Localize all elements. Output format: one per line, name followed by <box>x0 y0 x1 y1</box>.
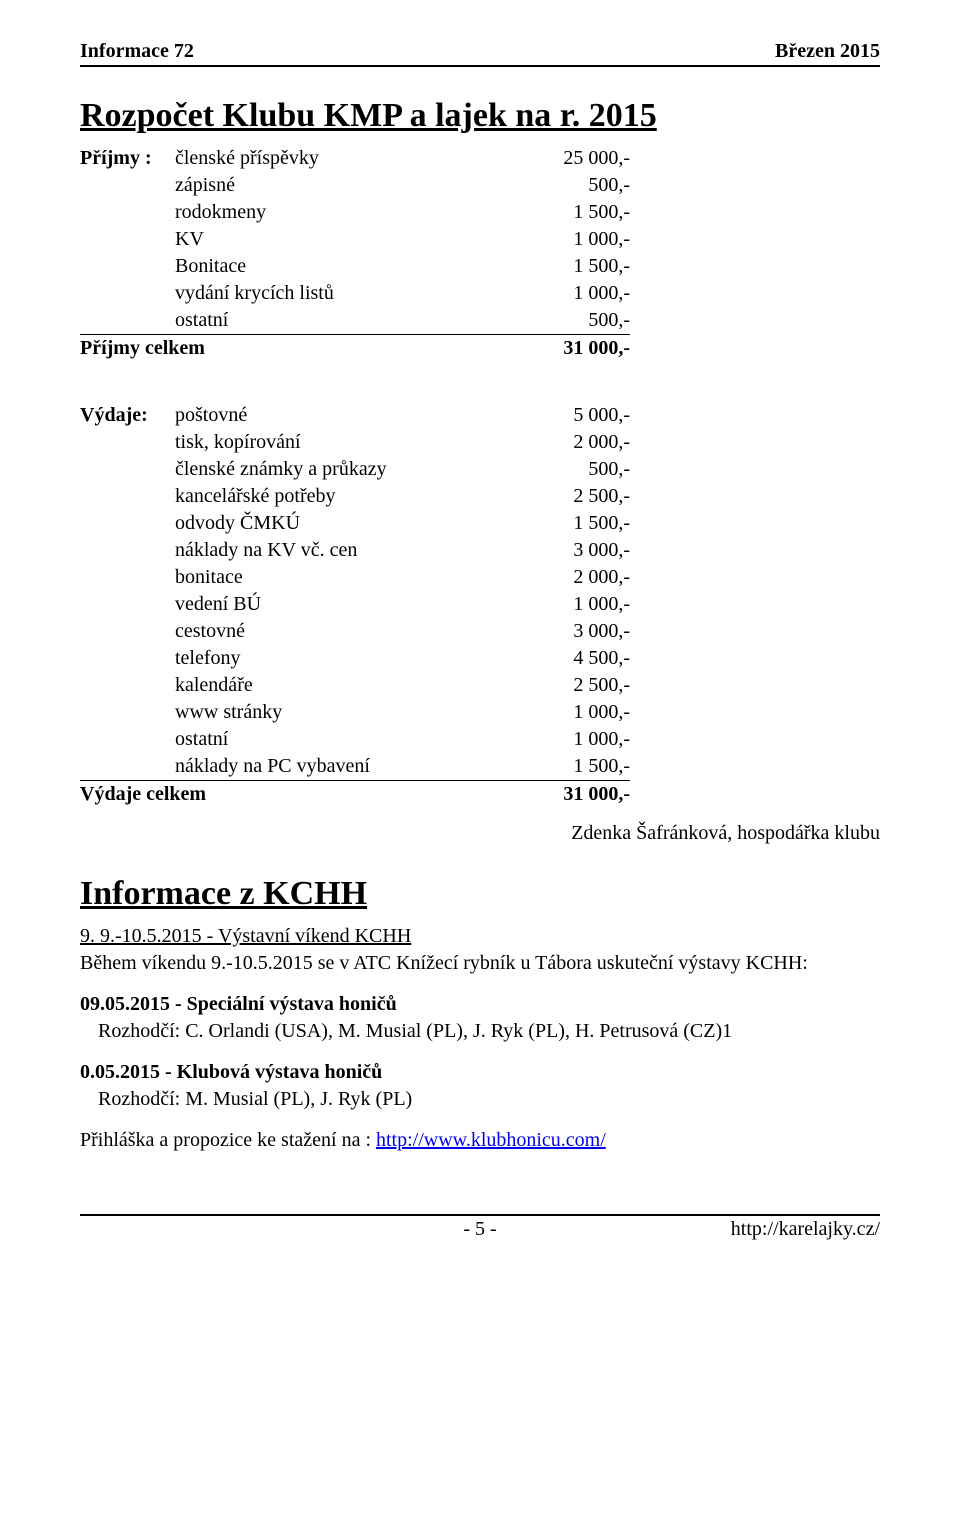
expenses-row-label: odvody ČMKÚ <box>80 510 510 537</box>
income-row-value: 1 000,- <box>510 226 630 253</box>
event2-judges: Rozhodčí: M. Musial (PL), J. Ryk (PL) <box>80 1086 880 1113</box>
expenses-row-label: cestovné <box>80 618 510 645</box>
income-prefix: Příjmy : <box>80 145 175 172</box>
section-title-budget: Rozpočet Klubu KMP a lajek na r. 2015 <box>80 97 880 135</box>
footer-page: - 5 - <box>280 1218 680 1241</box>
expenses-row-value: 3 000,- <box>510 537 630 564</box>
kchh-heading: 9. 9.-10.5.2015 - Výstavní víkend KCHH <box>80 923 880 950</box>
income-row-label: Bonitace <box>80 253 510 280</box>
expenses-row-label: telefony <box>80 645 510 672</box>
expenses-row-label: kancelářské potřeby <box>80 483 510 510</box>
income-row-label: ostatní <box>80 307 510 334</box>
expenses-row-value: 5 000,- <box>510 402 630 429</box>
income-row-value: 1 500,- <box>510 199 630 226</box>
expenses-row-value: 3 000,- <box>510 618 630 645</box>
income-row-label: rodokmeny <box>80 199 510 226</box>
expenses-total-value: 31 000,- <box>510 781 630 808</box>
signature: Zdenka Šafránková, hospodářka klubu <box>80 822 880 845</box>
income-row-label: členské příspěvky <box>175 145 510 172</box>
expenses-row-label: ostatní <box>80 726 510 753</box>
expenses-row-label: náklady na KV vč. cen <box>80 537 510 564</box>
expenses-row-value: 2 500,- <box>510 672 630 699</box>
income-table: Příjmy : členské příspěvky 25 000,- zápi… <box>80 145 880 362</box>
expenses-row-label: tisk, kopírování <box>80 429 510 456</box>
download-line: Přihláška a propozice ke stažení na : ht… <box>80 1127 880 1154</box>
section-title-kchh: Informace z KCHH <box>80 875 880 913</box>
income-total-label: Příjmy celkem <box>80 335 510 362</box>
expenses-row-value: 1 500,- <box>510 753 630 780</box>
income-row-value: 1 000,- <box>510 280 630 307</box>
event1-title: 09.05.2015 - Speciální výstava honičů <box>80 991 880 1018</box>
expenses-row-label: www stránky <box>80 699 510 726</box>
expenses-row-label: vedení BÚ <box>80 591 510 618</box>
income-row-value: 1 500,- <box>510 253 630 280</box>
expenses-total-label: Výdaje celkem <box>80 781 510 808</box>
expenses-row-value: 1 000,- <box>510 591 630 618</box>
header-right: Březen 2015 <box>775 40 880 63</box>
income-row-label: zápisné <box>80 172 510 199</box>
download-prefix: Přihláška a propozice ke stažení na : <box>80 1129 376 1151</box>
download-link[interactable]: http://www.klubhonicu.com/ <box>376 1129 606 1151</box>
expenses-row-value: 2 000,- <box>510 564 630 591</box>
income-row-value: 25 000,- <box>510 145 630 172</box>
income-row-label: vydání krycích listů <box>80 280 510 307</box>
expenses-row-value: 1 000,- <box>510 699 630 726</box>
income-row-value: 500,- <box>510 307 630 334</box>
expenses-row-label: poštovné <box>175 402 510 429</box>
expenses-row-value: 2 000,- <box>510 429 630 456</box>
footer-url: http://karelajky.cz/ <box>680 1218 880 1241</box>
expenses-row-value: 4 500,- <box>510 645 630 672</box>
expenses-row-label: členské známky a průkazy <box>80 456 510 483</box>
expenses-table: Výdaje: poštovné 5 000,- tisk, kopírován… <box>80 402 880 808</box>
expenses-row-label: kalendáře <box>80 672 510 699</box>
expenses-prefix: Výdaje: <box>80 402 175 429</box>
expenses-row-value: 2 500,- <box>510 483 630 510</box>
kchh-intro: Během víkendu 9.-10.5.2015 se v ATC Kníž… <box>80 950 880 977</box>
income-row-value: 500,- <box>510 172 630 199</box>
event1-judges: Rozhodčí: C. Orlandi (USA), M. Musial (P… <box>80 1018 880 1045</box>
page-footer: - 5 - http://karelajky.cz/ <box>80 1214 880 1241</box>
expenses-row-value: 1 000,- <box>510 726 630 753</box>
event2-title: 0.05.2015 - Klubová výstava honičů <box>80 1059 880 1086</box>
expenses-row-label: náklady na PC vybavení <box>80 753 510 780</box>
expenses-row-value: 500,- <box>510 456 630 483</box>
header-left: Informace 72 <box>80 40 194 63</box>
expenses-row-label: bonitace <box>80 564 510 591</box>
income-total-value: 31 000,- <box>510 335 630 362</box>
expenses-row-value: 1 500,- <box>510 510 630 537</box>
income-row-label: KV <box>80 226 510 253</box>
page-header: Informace 72 Březen 2015 <box>80 40 880 67</box>
